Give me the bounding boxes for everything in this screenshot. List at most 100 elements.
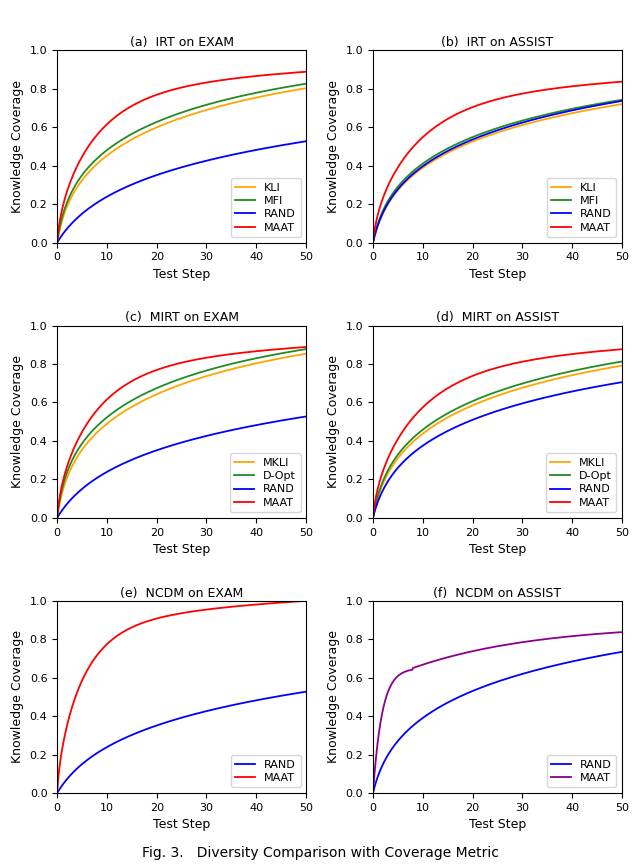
Line: RAND: RAND (57, 141, 306, 243)
RAND (188, 435, 196, 445)
Line: D-Opt: D-Opt (57, 349, 306, 518)
Line: MAAT: MAAT (57, 72, 306, 243)
RAND (504, 673, 511, 683)
KLI (573, 107, 581, 118)
MKLI (573, 369, 581, 379)
MAAT (296, 596, 304, 607)
RAND (257, 694, 265, 704)
RAND (369, 238, 377, 248)
MAAT (369, 788, 377, 798)
MAAT (296, 342, 304, 353)
RAND (173, 439, 180, 449)
MAAT (573, 348, 581, 359)
MKLI (173, 381, 180, 391)
Text: Fig. 3.   Diversity Comparison with Coverage Metric: Fig. 3. Diversity Comparison with Covera… (141, 846, 499, 860)
Line: RAND: RAND (57, 692, 306, 793)
KLI (517, 120, 525, 130)
D-Opt (504, 383, 511, 393)
RAND (296, 688, 304, 698)
MFI (302, 79, 310, 89)
KLI (202, 105, 209, 116)
MAAT (302, 595, 310, 606)
MKLI (517, 383, 525, 393)
RAND (612, 97, 620, 107)
RAND (618, 96, 626, 106)
Line: MAAT: MAAT (57, 600, 306, 793)
RAND (53, 788, 61, 798)
KLI (172, 115, 179, 125)
Line: KLI: KLI (373, 104, 622, 243)
MFI (612, 96, 620, 106)
RAND (573, 655, 581, 665)
RAND (173, 714, 180, 724)
RAND (517, 118, 525, 128)
MAAT (53, 512, 61, 523)
X-axis label: Test Step: Test Step (469, 268, 526, 281)
RAND (369, 788, 377, 798)
Line: MKLI: MKLI (373, 365, 622, 518)
RAND (517, 398, 525, 409)
Legend: KLI, MFI, RAND, MAAT: KLI, MFI, RAND, MAAT (547, 178, 616, 237)
RAND (573, 385, 581, 396)
D-Opt (173, 375, 180, 385)
MAAT (257, 70, 265, 80)
MAAT (202, 78, 209, 88)
Line: MFI: MFI (373, 100, 622, 243)
MKLI (202, 372, 209, 382)
KLI (489, 129, 497, 139)
MFI (517, 116, 525, 126)
MAAT (489, 642, 497, 652)
MFI (53, 238, 61, 248)
MAAT (573, 80, 581, 91)
RAND (487, 408, 495, 418)
Line: RAND: RAND (373, 651, 622, 793)
MAAT (487, 365, 495, 375)
Line: MAAT: MAAT (373, 349, 622, 518)
MAAT (173, 359, 180, 369)
Line: MAAT: MAAT (373, 632, 622, 793)
MFI (489, 124, 497, 135)
Y-axis label: Knowledge Coverage: Knowledge Coverage (327, 631, 340, 764)
MAAT (369, 238, 377, 248)
Line: RAND: RAND (373, 382, 622, 518)
RAND (296, 412, 304, 422)
MAAT (202, 605, 209, 615)
MFI (188, 104, 196, 114)
D-Opt (53, 512, 61, 523)
KLI (487, 130, 495, 140)
MAAT (517, 637, 525, 647)
MAAT (612, 627, 620, 638)
X-axis label: Test Step: Test Step (153, 543, 210, 556)
RAND (302, 136, 310, 146)
MAAT (257, 599, 265, 609)
D-Opt (487, 389, 495, 399)
KLI (173, 114, 180, 124)
KLI (257, 92, 265, 102)
RAND (369, 512, 377, 523)
Y-axis label: Knowledge Coverage: Knowledge Coverage (11, 355, 24, 488)
D-Opt (517, 378, 525, 389)
Title: (f)  NCDM on ASSIST: (f) NCDM on ASSIST (433, 587, 561, 600)
RAND (487, 679, 495, 689)
RAND (188, 159, 196, 169)
MAAT (517, 357, 525, 367)
MAAT (53, 238, 61, 248)
D-Opt (257, 352, 265, 362)
RAND (296, 137, 304, 148)
MAAT (369, 512, 377, 523)
MAAT (296, 67, 304, 78)
MAAT (173, 84, 180, 94)
D-Opt (188, 370, 196, 380)
MAAT (489, 95, 497, 105)
MFI (369, 238, 377, 248)
MAAT (53, 788, 61, 798)
Title: (c)  MIRT on EXAM: (c) MIRT on EXAM (125, 311, 239, 324)
MFI (618, 95, 626, 105)
RAND (202, 156, 209, 166)
Line: KLI: KLI (57, 88, 306, 243)
MFI (487, 125, 495, 136)
KLI (369, 238, 377, 248)
MAAT (517, 89, 525, 99)
MKLI (504, 387, 511, 397)
RAND (612, 378, 620, 389)
